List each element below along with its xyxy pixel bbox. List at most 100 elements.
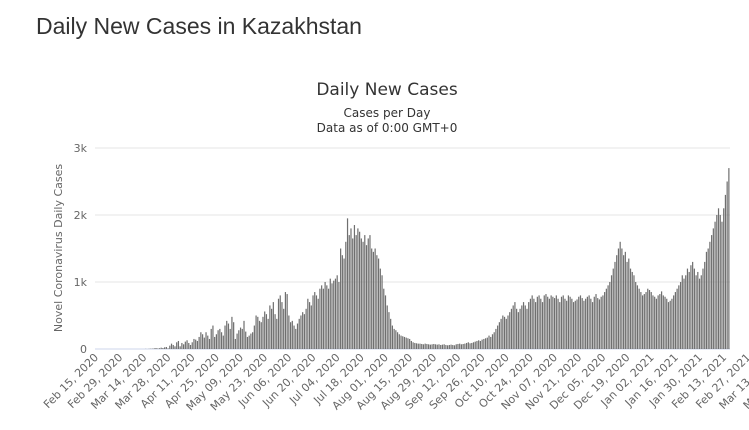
chart-bar: [705, 251, 708, 349]
chart-bar: [579, 295, 582, 349]
chart-bar: [545, 294, 547, 349]
chart-bar: [598, 299, 601, 349]
chart-bar: [262, 316, 264, 349]
chart-bar: [336, 275, 338, 349]
chart-bar: [628, 258, 630, 349]
chart-bar: [581, 298, 583, 349]
chart-bar: [281, 302, 283, 349]
chart-bar: [507, 315, 509, 349]
chart-bar: [195, 339, 197, 349]
chart-bar: [315, 295, 318, 349]
chart-bar: [610, 275, 613, 349]
chart-bar: [302, 312, 304, 349]
chart-bar: [362, 241, 364, 349]
chart-bar: [196, 340, 199, 349]
chart-bar: [686, 268, 689, 349]
chart-bar: [227, 323, 230, 349]
chart-bar: [505, 318, 507, 349]
chart-bar: [396, 332, 399, 349]
chart-bar: [593, 296, 595, 349]
chart-bar: [167, 348, 169, 349]
y-tick-label: 1k: [74, 276, 88, 289]
chart-bar: [607, 285, 609, 349]
chart-bar: [272, 302, 274, 349]
chart-bar: [491, 334, 494, 349]
chart-bar: [284, 292, 287, 349]
chart-bar: [676, 288, 678, 349]
chart-bar: [377, 258, 380, 349]
chart-bar: [239, 327, 242, 349]
chart-bar: [350, 228, 352, 349]
chart-bar: [317, 298, 319, 349]
chart-bar: [224, 325, 226, 349]
chart-bar: [341, 255, 343, 349]
chart-bar: [697, 271, 699, 349]
chart-bar: [291, 320, 293, 349]
chart-bar: [308, 302, 311, 349]
chart-bar: [588, 295, 590, 349]
chart-bar: [659, 294, 661, 349]
chart-bar: [647, 288, 649, 349]
chart-bar: [283, 308, 285, 349]
chart-bar: [543, 295, 545, 349]
chart-bar: [417, 343, 419, 349]
chart-bar: [433, 343, 435, 349]
chart-bar: [629, 268, 632, 349]
chart-bar: [424, 343, 426, 349]
chart-bar: [602, 295, 604, 349]
chart-bar: [564, 298, 566, 349]
chart-bar: [279, 295, 281, 349]
chart-bar: [490, 336, 492, 349]
chart-bar: [407, 338, 409, 349]
chart-bar: [531, 295, 533, 349]
chart-bar: [191, 342, 193, 349]
chart-bar: [459, 343, 461, 349]
chart-bar: [640, 292, 642, 349]
chart-bar: [170, 343, 173, 349]
chart-bar: [562, 295, 564, 349]
chart-bar: [707, 248, 709, 349]
chart-bar: [286, 294, 288, 349]
chart-bar: [233, 322, 235, 349]
chart-bar: [700, 275, 702, 349]
chart-bar: [189, 344, 192, 349]
chart-bar: [338, 282, 340, 349]
chart-bar: [305, 308, 307, 349]
chart-bar: [462, 343, 464, 349]
chart-bar: [519, 308, 521, 349]
chart-bar: [624, 251, 626, 349]
chart-bar: [307, 298, 309, 349]
chart-bar: [314, 292, 316, 349]
chart-bar: [636, 285, 639, 349]
chart-bar: [219, 328, 221, 349]
chart-bar: [428, 344, 430, 349]
chart-subtitle-2: Data as of 0:00 GMT+0: [317, 121, 458, 135]
chart-bar: [236, 333, 238, 349]
chart-bar: [164, 347, 166, 349]
chart-bar: [595, 294, 597, 349]
chart-bar: [355, 235, 357, 349]
bar-layer: [145, 168, 730, 349]
chart-bar: [386, 305, 388, 349]
chart-bar: [257, 316, 259, 349]
chart-bar: [638, 288, 640, 349]
chart-bar: [165, 346, 167, 349]
chart-bar: [176, 342, 178, 349]
chart-bar: [220, 332, 223, 349]
chart-bar: [464, 343, 466, 349]
chart-bar: [203, 337, 205, 349]
chart-bar: [443, 344, 445, 349]
chart-bar: [226, 320, 228, 349]
chart-bar: [474, 341, 476, 349]
chart-bar: [334, 278, 337, 349]
chart-bar: [426, 343, 428, 349]
chart-bar: [698, 278, 701, 349]
chart-bar: [654, 296, 656, 349]
chart-bar: [612, 268, 614, 349]
chart-bar: [246, 336, 249, 349]
grid-layer: [95, 147, 730, 350]
chart-bar: [548, 298, 551, 349]
chart-bar: [586, 296, 588, 349]
chart-bar: [591, 302, 594, 349]
